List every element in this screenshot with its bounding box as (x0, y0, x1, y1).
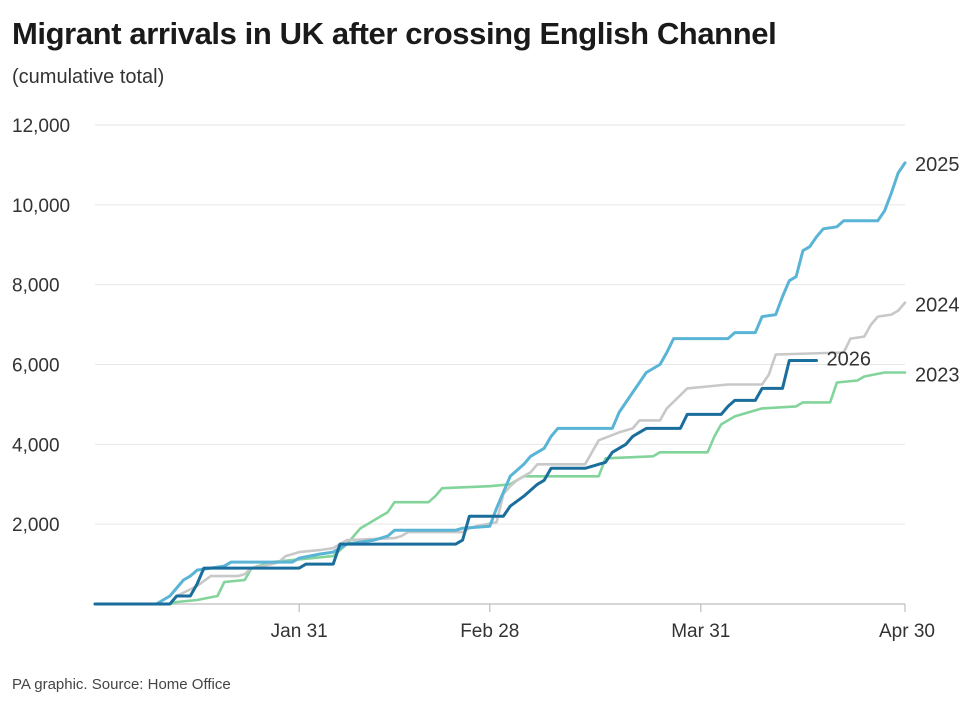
series-label-2026: 2026 (827, 349, 872, 371)
x-tick-label: Jan 31 (271, 621, 328, 642)
y-tick-label: 10,000 (12, 196, 70, 217)
x-axis: Jan 31 Feb 28 Mar 31 Apr 30 (95, 603, 935, 642)
y-tick-label: 12,000 (12, 116, 70, 137)
series-line-2026 (93, 359, 818, 606)
series-labels: 2023 2024 2025 2026 (827, 154, 960, 387)
gridlines (95, 124, 905, 525)
x-tick-label: Apr 30 (879, 621, 935, 642)
series-label-2024: 2024 (915, 295, 960, 317)
x-tick-label: Mar 31 (671, 621, 730, 642)
series-label-2025: 2025 (915, 154, 960, 176)
series-lines (93, 161, 907, 606)
y-tick-label: 8,000 (12, 276, 60, 297)
x-tick-label: Feb 28 (460, 621, 519, 642)
y-tick-label: 4,000 (12, 435, 60, 456)
series-line-2024 (93, 301, 907, 606)
source-note: PA graphic. Source: Home Office (12, 676, 231, 693)
y-tick-label: 6,000 (12, 356, 60, 377)
series-line-2025 (93, 161, 907, 606)
series-label-2023: 2023 (915, 364, 960, 386)
y-tick-label: 2,000 (12, 515, 60, 536)
chart-subtitle: (cumulative total) (12, 66, 165, 88)
y-axis: 2,000 4,000 6,000 8,000 10,000 12,000 (12, 116, 70, 536)
chart-title: Migrant arrivals in UK after crossing En… (12, 16, 777, 51)
